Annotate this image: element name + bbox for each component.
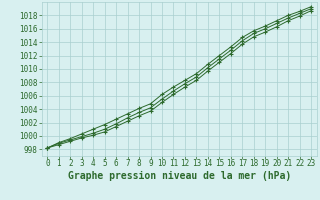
X-axis label: Graphe pression niveau de la mer (hPa): Graphe pression niveau de la mer (hPa) [68,171,291,181]
